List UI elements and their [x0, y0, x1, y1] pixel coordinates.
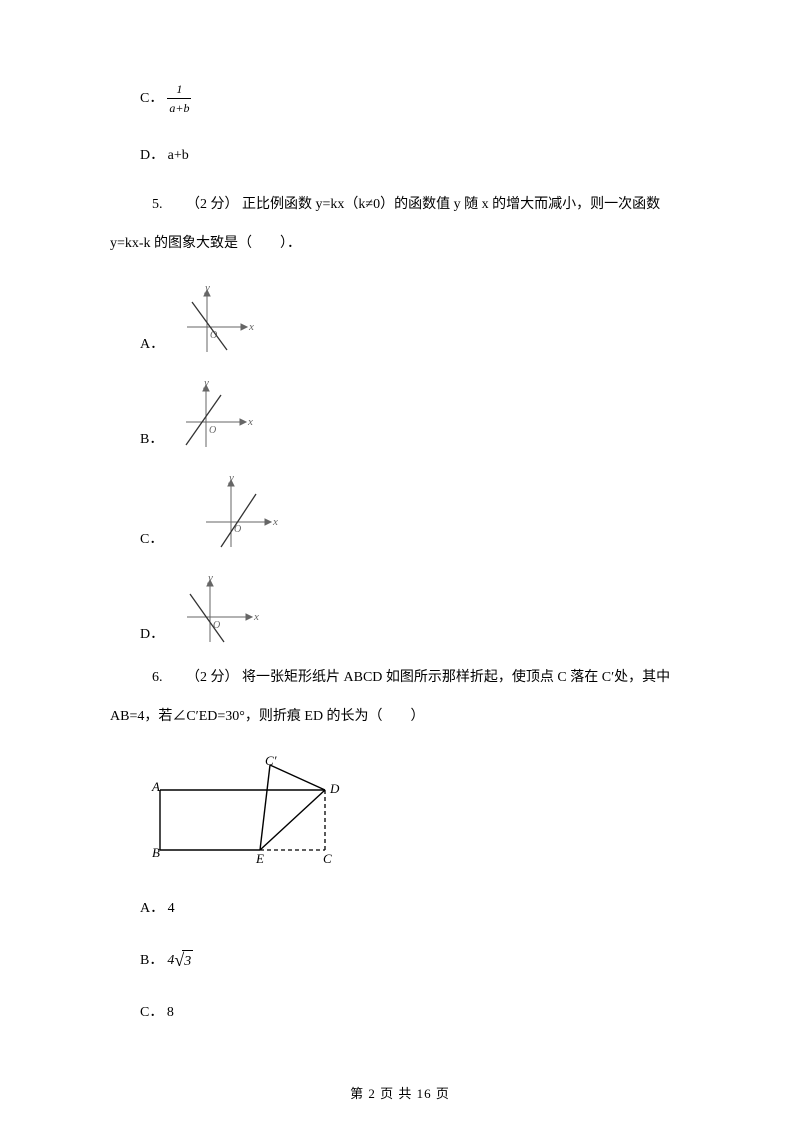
svg-text:y: y — [228, 472, 234, 484]
option-c-label: C． — [140, 88, 163, 109]
q5-num: 5. — [152, 197, 163, 212]
q5-body1: 正比例函数 y=kx（k≠0）的函数值 y 随 x 的增大而减小，则一次函数 — [242, 197, 660, 212]
q6-optB-label: B． — [140, 950, 163, 971]
svg-text:D: D — [329, 781, 340, 796]
q6-line1: 6. （2 分） 将一张矩形纸片 ABCD 如图所示那样折起，使顶点 C 落在 … — [110, 667, 690, 688]
q5-graph-d: y x O — [172, 572, 267, 647]
x-label: x — [248, 321, 254, 333]
svg-text:C: C — [323, 851, 332, 866]
q6-body2: AB=4，若∠C′ED=30°，则折痕 ED 的长为（ ） — [110, 709, 425, 724]
q6-body1: 将一张矩形纸片 ABCD 如图所示那样折起，使顶点 C 落在 C′处，其中 — [242, 670, 670, 685]
fraction: 1 a+b — [167, 80, 191, 117]
frac-num: 1 — [167, 80, 191, 98]
q5-optC-label: C． — [110, 528, 171, 552]
q6-optC: C． 8 — [110, 1002, 690, 1023]
q5-option-d-row: D． y x O — [110, 572, 690, 647]
page-footer: 第 2 页 共 16 页 — [0, 1083, 800, 1102]
q5-option-b-row: B． y x O — [110, 377, 690, 452]
graph-line — [190, 594, 224, 642]
svg-text:y: y — [207, 572, 213, 584]
q6-optA-label: A． — [140, 901, 164, 916]
y-label: y — [204, 282, 210, 294]
q6-optA: A． 4 — [110, 898, 690, 919]
option-d: D． a+b — [110, 145, 690, 166]
graph-line — [186, 395, 221, 445]
frac-den: a+b — [167, 98, 191, 117]
q5-graph-b: y x O — [171, 377, 256, 452]
sqrt-arg: 3 — [182, 950, 193, 972]
q5-optA-label: A． — [110, 333, 172, 357]
q6-num: 6. — [152, 670, 163, 685]
option-d-label: D． — [140, 148, 164, 163]
svg-text:x: x — [253, 611, 259, 623]
q6-diagram: A B C D E C′ — [140, 755, 350, 870]
graph-line — [221, 494, 256, 547]
q6-optC-label: C． — [140, 1005, 163, 1020]
svg-text:E: E — [255, 851, 264, 866]
q5-graph-c: y x O — [191, 472, 286, 552]
svg-text:x: x — [272, 516, 278, 528]
q5-optB-label: B． — [110, 428, 171, 452]
q5-optD-label: D． — [110, 623, 172, 647]
q6-optC-text: 8 — [167, 1005, 174, 1020]
sqrt-coef: 4 — [167, 950, 174, 971]
graph-line — [192, 302, 227, 350]
q5-body2: y=kx-k 的图象大致是（ ）． — [110, 236, 301, 251]
svg-text:y: y — [203, 377, 209, 389]
q6-line2: AB=4，若∠C′ED=30°，则折痕 ED 的长为（ ） — [110, 706, 690, 727]
q6-optB: B． 4 √ 3 — [110, 947, 690, 974]
q6-optA-text: 4 — [168, 901, 175, 916]
q6-diagram-wrap: A B C D E C′ — [110, 755, 690, 870]
svg-text:A: A — [151, 779, 160, 794]
q5-line2: y=kx-k 的图象大致是（ ）． — [110, 233, 690, 254]
svg-text:O: O — [213, 620, 220, 631]
svg-text:x: x — [247, 416, 253, 428]
option-d-text: a+b — [168, 148, 189, 163]
q5-line1: 5. （2 分） 正比例函数 y=kx（k≠0）的函数值 y 随 x 的增大而减… — [110, 194, 690, 215]
q5-graph-a: y x O — [172, 282, 257, 357]
svg-text:B: B — [152, 845, 160, 860]
svg-text:C′: C′ — [265, 755, 277, 768]
svg-text:O: O — [209, 425, 216, 436]
option-c-frac: C． 1 a+b — [110, 80, 690, 117]
q5-option-a-row: A． y x O — [110, 282, 690, 357]
q5-option-c-row: C． y x O — [110, 472, 690, 552]
sqrt-expr: 4 √ 3 — [167, 947, 193, 974]
q5-points: （2 分） — [186, 197, 239, 212]
q6-points: （2 分） — [186, 670, 239, 685]
